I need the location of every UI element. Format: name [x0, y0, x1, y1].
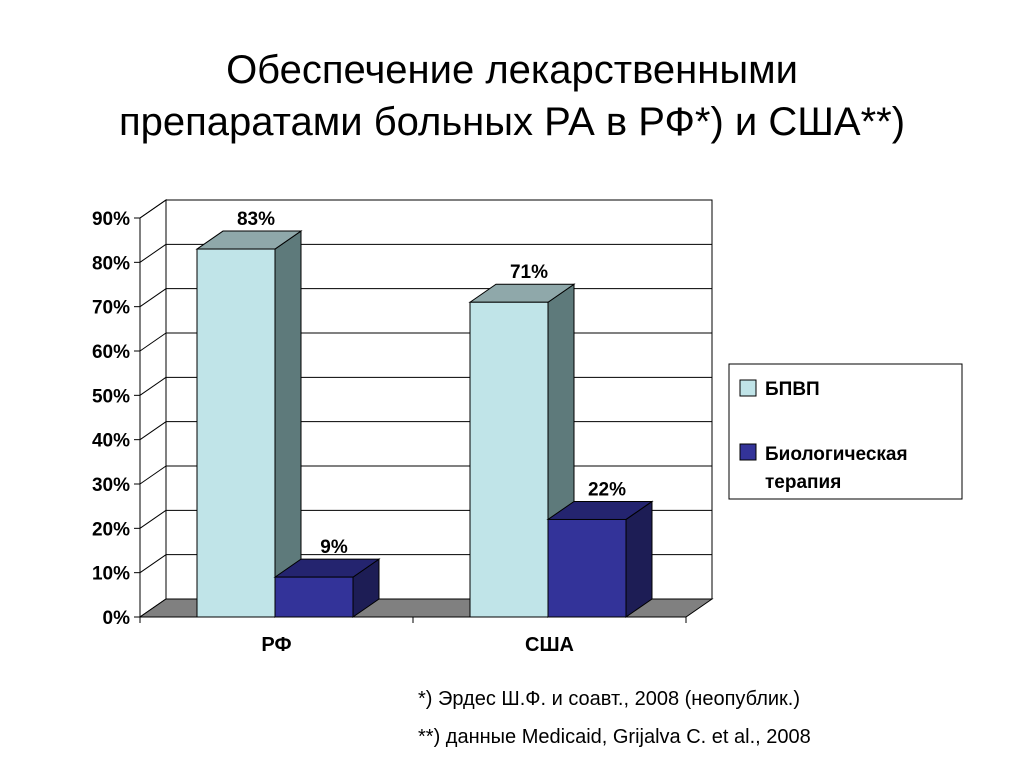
data-label: 83% [237, 209, 275, 230]
y-tick-label: 90% [92, 209, 130, 230]
bar-front [469, 301, 549, 618]
legend-box [728, 363, 963, 500]
data-label: 9% [320, 537, 348, 558]
footnote-2: **) данные Medicaid, Grijalva C. et al.,… [418, 726, 811, 748]
bar-side [625, 500, 653, 618]
bar-side [274, 230, 302, 618]
gridline-side [139, 421, 167, 441]
y-tick-label: 70% [92, 298, 130, 319]
bar-front [274, 576, 354, 618]
y-tick-label: 60% [92, 342, 130, 363]
bar [546, 500, 654, 618]
y-tick-label: 0% [103, 608, 131, 629]
data-label: 71% [510, 262, 548, 283]
bar [195, 230, 303, 618]
slide-title-line-1: Обеспечение лекарственными [226, 48, 798, 92]
y-tick-label: 30% [92, 475, 130, 496]
bar-front [196, 248, 276, 618]
gridline-side [139, 199, 167, 219]
gridline-side [139, 509, 167, 529]
legend-swatch [739, 379, 757, 397]
legend-label-line-2: терапия [765, 472, 841, 493]
slide-title: Обеспечение лекарственными препаратами б… [0, 44, 1024, 148]
y-tick-label: 80% [92, 253, 130, 274]
legend-label: Биологическая [765, 444, 908, 465]
chart-bars [195, 230, 654, 618]
bar-front [547, 518, 627, 618]
y-tick-label: 10% [92, 564, 130, 585]
footnote-1: *) Эрдес Ш.Ф. и соавт., 2008 (неопублик.… [418, 688, 801, 710]
chart-legend: БПВП Биологическая терапия [728, 363, 963, 500]
y-tick-label: 50% [92, 386, 130, 407]
chart-data-labels: 83% 9% 71% 22% [237, 209, 626, 558]
gridline-side [139, 554, 167, 574]
gridline-side [139, 376, 167, 396]
data-label: 22% [588, 479, 626, 500]
footnotes: *) Эрдес Ш.Ф. и соавт., 2008 (неопублик.… [418, 680, 811, 756]
gridline-side [139, 332, 167, 352]
gridline-side [139, 288, 167, 308]
chart-axes: 0% 10% 20% 30% 40% 50% 60% 70% 80% 90% РФ США [92, 209, 687, 656]
x-tick-label: РФ [261, 634, 291, 656]
legend-swatch [739, 443, 757, 461]
gridline-side [139, 465, 167, 485]
gridline-side [139, 243, 167, 263]
y-tick-label: 40% [92, 431, 130, 452]
chart-side-wall [139, 199, 167, 618]
bar [273, 558, 381, 618]
y-tick-label: 20% [92, 519, 130, 540]
x-tick-label: США [525, 634, 574, 656]
legend-label: БПВП [765, 379, 820, 400]
slide-title-line-2: препаратами больных РА в РФ*) и США**) [118, 100, 906, 144]
